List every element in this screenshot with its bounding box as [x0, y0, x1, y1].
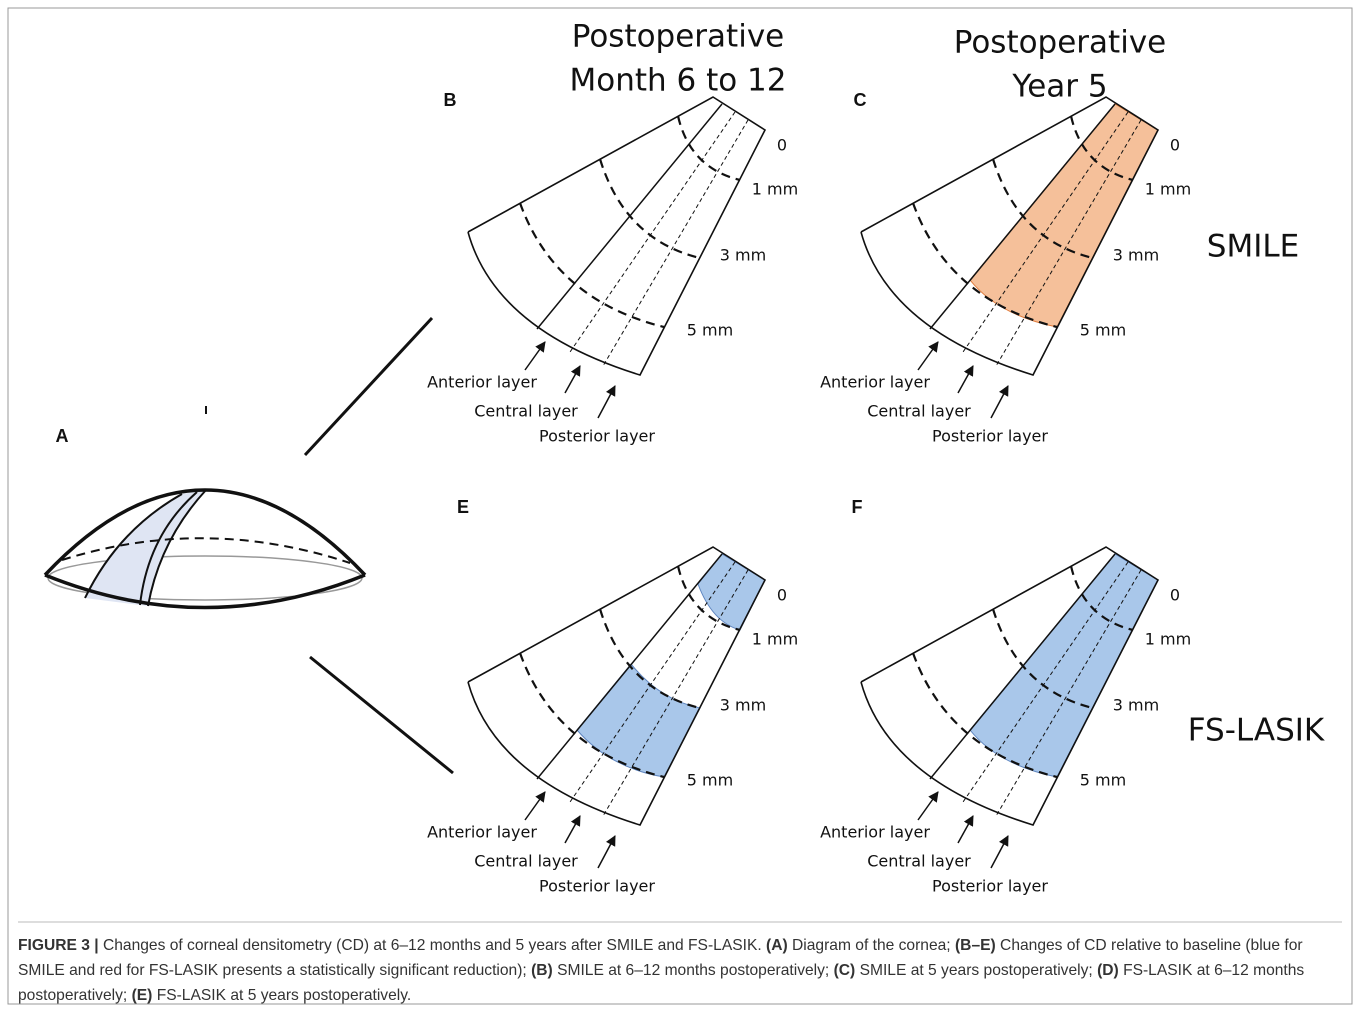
highlight-region [970, 104, 1158, 327]
layer-arrow [918, 792, 938, 820]
caption-text: (E) [132, 987, 153, 1004]
panel-letter: F [852, 497, 863, 517]
layer-label: Anterior layer [427, 823, 537, 842]
cornea-sector: 0 1 mm 3 mm 5 mm Anterior layer Central layer… [427, 97, 798, 446]
layer-label: Central layer [474, 402, 578, 421]
highlight-region [577, 664, 700, 777]
figure: Postoperative Month 6 to 12 Postoperativ… [0, 0, 1360, 1013]
layer-arrow [958, 816, 973, 843]
caption-text: FIGURE 3 | [18, 937, 99, 954]
caption-text: Changes of corneal densitometry (CD) at … [99, 937, 766, 954]
panel-letter: C [854, 90, 867, 110]
column-title: Year 5 [1011, 69, 1107, 105]
figure-border [8, 8, 1352, 1004]
distance-label: 3 mm [1113, 246, 1159, 265]
layer-arrow [598, 386, 615, 418]
distance-label: 1 mm [1145, 180, 1191, 199]
distance-label: 5 mm [1080, 771, 1126, 790]
highlight-region [970, 554, 1158, 777]
layer-label: Posterior layer [539, 877, 655, 896]
caption-text: (D) [1097, 962, 1119, 979]
caption-text: Diagram of the cornea; [788, 937, 955, 954]
caption-text: (B) [531, 962, 553, 979]
cornea-sector: 0 1 mm 3 mm 5 mm Anterior layer Central layer… [427, 547, 798, 896]
distance-label: 5 mm [687, 771, 733, 790]
distance-label: 1 mm [1145, 630, 1191, 649]
caption-text: FS-LASIK at 5 years postoperatively. [152, 987, 411, 1004]
column-title: Month 6 to 12 [569, 63, 786, 99]
layer-label: Central layer [867, 402, 971, 421]
distance-label: 3 mm [720, 246, 766, 265]
column-title: Postoperative [954, 25, 1167, 61]
row-label: SMILE [1207, 229, 1299, 265]
distance-label: 1 mm [752, 180, 798, 199]
distance-label: 0 [1170, 586, 1180, 605]
distance-label: 0 [777, 136, 787, 155]
cornea-sector: 0 1 mm 3 mm 5 mm Anterior layer Central layer… [820, 97, 1191, 446]
layer-arrow [598, 836, 615, 868]
layer-label: Posterior layer [932, 427, 1048, 446]
distance-label: 0 [777, 586, 787, 605]
layer-arrow [525, 792, 545, 820]
panel-letter: E [457, 497, 469, 517]
caption-text: SMILE at 6–12 months postoperatively; [553, 962, 834, 979]
layer-label: Posterior layer [539, 427, 655, 446]
distance-label: 3 mm [1113, 696, 1159, 715]
page: Postoperative Month 6 to 12 Postoperativ… [0, 0, 1360, 1013]
layer-arrow [958, 366, 973, 393]
layer-label: Anterior layer [820, 823, 930, 842]
distance-ring [678, 116, 740, 180]
layer-arrow [525, 342, 545, 370]
panel-letter: B [444, 90, 457, 110]
highlight-region [698, 554, 765, 630]
distance-label: 5 mm [687, 321, 733, 340]
distance-label: 1 mm [752, 630, 798, 649]
distance-label: 0 [1170, 136, 1180, 155]
layer-arrow [565, 366, 580, 393]
layer-arrow [918, 342, 938, 370]
layer-arrow [991, 386, 1008, 418]
distance-ring [600, 159, 700, 258]
layer-label: Central layer [867, 852, 971, 871]
panel-letter: A [56, 426, 69, 446]
caption: FIGURE 3 | Changes of corneal densitomet… [18, 933, 1340, 1008]
layer-boundary [570, 112, 735, 352]
cornea-diagram [45, 318, 453, 773]
caption-text: SMILE at 5 years postoperatively; [855, 962, 1097, 979]
row-label: FS-LASIK [1188, 713, 1325, 749]
column-title: Postoperative [572, 19, 785, 55]
layer-arrow [991, 836, 1008, 868]
caption-text: (A) [766, 937, 788, 954]
layer-arrow [565, 816, 580, 843]
layer-label: Anterior layer [427, 373, 537, 392]
distance-ring [520, 203, 664, 327]
layer-label: Central layer [474, 852, 578, 871]
layer-label: Posterior layer [932, 877, 1048, 896]
layer-label: Anterior layer [820, 373, 930, 392]
distance-label: 3 mm [720, 696, 766, 715]
caption-text: (C) [834, 962, 856, 979]
distance-label: 5 mm [1080, 321, 1126, 340]
cornea-sector: 0 1 mm 3 mm 5 mm Anterior layer Central layer… [820, 547, 1191, 896]
caption-text: (B–E) [955, 937, 996, 954]
